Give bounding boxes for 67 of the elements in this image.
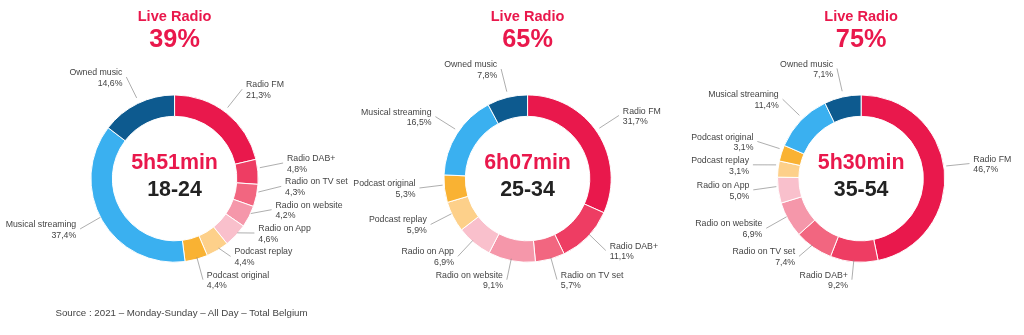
data-label: 7,8% bbox=[477, 69, 498, 80]
data-label: 3,1% bbox=[733, 142, 754, 153]
data-label: 14,6% bbox=[97, 77, 123, 88]
slice-label: Radio on App bbox=[258, 223, 311, 234]
slice-label: Owned music bbox=[780, 58, 834, 69]
data-label: 4,4% bbox=[234, 257, 255, 268]
slice-label: Radio on website bbox=[275, 199, 343, 210]
slice-label: Radio DAB+ bbox=[609, 240, 659, 251]
slice-label: Podcast original bbox=[206, 269, 270, 280]
slice-label: Podcast replay bbox=[234, 246, 293, 257]
text: 25-34 bbox=[500, 177, 555, 202]
slice-label: Radio on website bbox=[695, 218, 763, 229]
slice-label: Podcast replay bbox=[691, 154, 750, 165]
slice-label: Podcast replay bbox=[368, 214, 428, 225]
data-label: 7,1% bbox=[813, 69, 834, 80]
slice-label: Musical streaming bbox=[5, 219, 77, 229]
slice-label: Radio FM bbox=[973, 153, 1012, 164]
slice-label: Radio FM bbox=[246, 79, 284, 90]
slice-label: Radio on website bbox=[435, 269, 504, 280]
slice-label: Musical streaming bbox=[708, 89, 779, 100]
slice-label: Musical streaming bbox=[361, 106, 432, 117]
text: 6h07min bbox=[484, 149, 571, 174]
slice-label: Radio on App bbox=[401, 246, 455, 257]
data-label: 7,4% bbox=[775, 257, 796, 268]
data-label: 4,8% bbox=[287, 163, 308, 174]
chart-title: Live Radio bbox=[824, 8, 899, 25]
data-label: 4,2% bbox=[275, 210, 296, 221]
data-label: 16,5% bbox=[406, 117, 432, 128]
data-label: 11,4% bbox=[754, 99, 779, 110]
source-note: Source : 2021 – Monday-Sunday – All Day – Total Belgium bbox=[55, 306, 308, 318]
slice-label: Podcast original bbox=[353, 178, 416, 189]
data-label: 31,7% bbox=[622, 116, 648, 127]
slice-label: Radio FM bbox=[622, 105, 661, 116]
chart-subtitle: 39% bbox=[149, 24, 200, 53]
slice-label: Radio on TV set bbox=[285, 176, 349, 187]
data-label: 9,1% bbox=[482, 280, 504, 291]
data-label: 11,1% bbox=[609, 251, 635, 262]
slice-label: Radio on TV set bbox=[560, 269, 624, 280]
data-label: 5,0% bbox=[729, 190, 750, 201]
chart-title: Live Radio bbox=[137, 8, 212, 25]
slice-label: Radio on App bbox=[696, 179, 750, 190]
chart-subtitle: 75% bbox=[835, 24, 887, 53]
slice-label: Owned music bbox=[69, 67, 124, 78]
slice-label: Radio DAB+ bbox=[287, 153, 336, 164]
data-label: 6,9% bbox=[434, 257, 455, 268]
chart-title: Live Radio bbox=[490, 8, 565, 25]
slice-label: Radio DAB+ bbox=[799, 269, 848, 280]
data-label: 37,4% bbox=[51, 229, 77, 240]
slice-label: Podcast original bbox=[691, 131, 754, 142]
text: 35-54 bbox=[833, 177, 889, 202]
text: 5h30min bbox=[817, 149, 905, 174]
data-label: 9,2% bbox=[828, 280, 849, 291]
chart-subtitle: 65% bbox=[502, 24, 553, 53]
data-label: 21,3% bbox=[246, 90, 272, 101]
data-label: 4,6% bbox=[258, 233, 279, 244]
text: 5h51min bbox=[131, 149, 218, 174]
data-label: 46,7% bbox=[973, 164, 999, 175]
slice-label: Owned music bbox=[444, 59, 498, 70]
data-label: 4,4% bbox=[206, 280, 228, 291]
text: 18-24 bbox=[147, 177, 202, 202]
data-label: 3,1% bbox=[729, 165, 750, 176]
data-label: 5,9% bbox=[406, 225, 427, 236]
data-label: 5,7% bbox=[560, 280, 582, 291]
data-label: 6,9% bbox=[742, 229, 763, 239]
data-label: 5,3% bbox=[395, 188, 416, 199]
slice-label: Radio on TV set bbox=[732, 246, 796, 257]
data-label: 4,3% bbox=[285, 187, 306, 198]
